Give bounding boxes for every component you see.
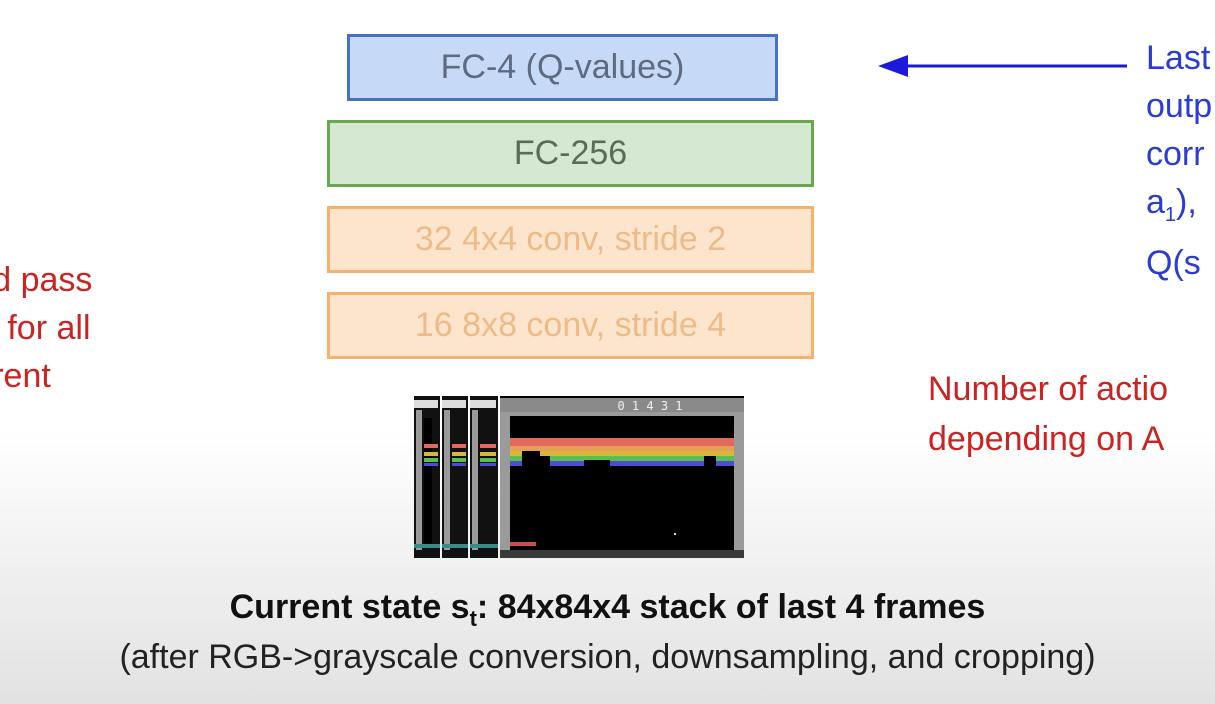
caption-current-state: Current state st: 84x84x4 stack of last … <box>229 588 986 631</box>
layer-fc4-q-values: FC-4 (Q-values) <box>347 34 778 101</box>
layer-fc4-label: FC-4 (Q-values) <box>440 48 685 86</box>
layer-conv1: 16 8x8 conv, stride 4 <box>327 292 814 359</box>
forward-pass-note-line1: ard pass <box>0 261 93 299</box>
forward-pass-note-line3: urrent <box>0 357 51 395</box>
last-layer-note-line5: Q(s <box>1146 243 1201 282</box>
layer-conv1-label: 16 8x8 conv, stride 4 <box>414 306 727 344</box>
number-of-actions-note: Number of actio depending on A <box>928 364 1168 464</box>
layer-fc256-label: FC-256 <box>513 134 628 172</box>
atari-frame-stack: 0 1 4 3 1 <box>414 396 744 558</box>
frame-back-3 <box>414 396 440 558</box>
forward-pass-note-line2: es for all <box>0 309 91 347</box>
caption-preprocessing: (after RGB->grayscale conversion, downsa… <box>119 638 1096 676</box>
last-layer-note-line3: corr <box>1146 135 1205 173</box>
game-score: 0 1 4 3 1 <box>617 399 682 413</box>
layer-conv2-label: 32 4x4 conv, stride 2 <box>414 220 727 258</box>
last-layer-note-line1: Last <box>1146 39 1211 77</box>
frame-back-2 <box>442 396 468 558</box>
forward-pass-note: ard pass es for all urrent <box>0 256 92 400</box>
number-of-actions-note-line1: Number of actio <box>928 370 1168 408</box>
frame-current: 0 1 4 3 1 <box>500 396 744 558</box>
layer-conv2: 32 4x4 conv, stride 2 <box>327 206 814 273</box>
layer-fc256: FC-256 <box>327 120 814 187</box>
frame-back-1 <box>470 396 498 558</box>
arrow-left-icon <box>878 55 1127 77</box>
last-layer-note: Last outp corr a1), Q(s <box>1146 34 1212 287</box>
last-layer-note-line2: outp <box>1146 87 1213 125</box>
number-of-actions-note-line2: depending on A <box>928 420 1165 458</box>
last-layer-note-line4: a1), <box>1146 183 1197 226</box>
